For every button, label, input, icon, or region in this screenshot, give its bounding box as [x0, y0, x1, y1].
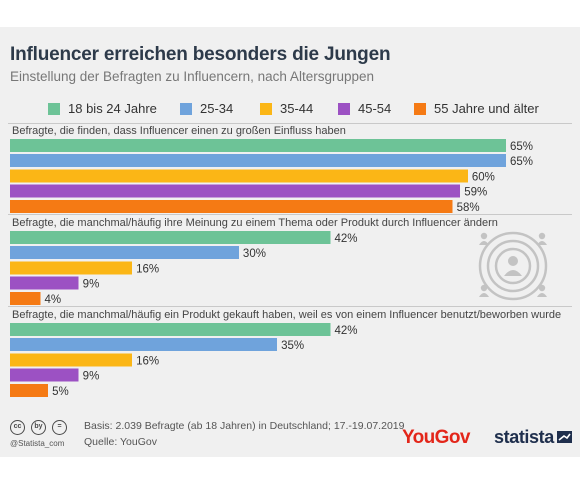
statista-logo: statista	[494, 427, 554, 447]
cc-icon: cc	[10, 420, 25, 435]
bar	[10, 338, 278, 352]
bar-value-label: 16%	[136, 263, 159, 275]
legend-label: 45-54	[358, 101, 392, 116]
bar	[10, 246, 239, 260]
bar-value-label: 42%	[334, 325, 357, 337]
group-label-2: Befragte, die manchmal/häufig ihre Meinu…	[12, 217, 498, 229]
legend-item-35-44: 35-44	[260, 101, 313, 116]
legend-label: 35-44	[280, 101, 314, 116]
bar	[10, 368, 79, 382]
bar	[10, 261, 133, 275]
bar-value-label: 35%	[281, 340, 304, 352]
cc-nd-icon: =	[52, 420, 67, 435]
group-separator	[8, 123, 572, 124]
footer-source: Quelle: YouGov	[84, 436, 157, 448]
chart-title: Influencer erreichen besonders die Junge…	[10, 44, 391, 65]
yougov-logo: YouGov	[402, 427, 470, 448]
bar-value-label: 9%	[83, 371, 100, 383]
bar-value-label: 65%	[510, 141, 533, 153]
legend-swatch	[260, 102, 272, 115]
bar-value-label: 42%	[334, 233, 357, 245]
chart-subtitle: Einstellung der Befragten zu Influencern…	[10, 69, 374, 84]
group-label-3: Befragte, die manchmal/häufig ein Produk…	[12, 309, 562, 321]
cc-by-icon: by	[31, 420, 46, 435]
legend-swatch	[414, 102, 426, 115]
legend-item-55-plus: 55 Jahre und älter	[414, 101, 539, 116]
bar	[10, 353, 133, 367]
legend-item-18-24: 18 bis 24 Jahre	[48, 101, 157, 116]
legend-label: 55 Jahre und älter	[434, 101, 539, 116]
group-separator	[8, 214, 572, 215]
bar	[10, 231, 331, 244]
legend-swatch	[48, 102, 60, 115]
legend: 18 bis 24 Jahre 25-34 35-44 45-54 55 Jah…	[0, 101, 580, 117]
influencer-audience-icon	[478, 231, 548, 301]
legend-swatch	[338, 102, 350, 115]
bar	[10, 323, 331, 336]
bar	[10, 199, 453, 213]
bar	[10, 276, 79, 290]
statista-mark-icon	[557, 431, 572, 443]
group-label-1: Befragte, die finden, dass Influencer ei…	[12, 125, 346, 137]
bar	[10, 139, 506, 152]
legend-swatch	[180, 102, 192, 115]
bar	[10, 184, 461, 198]
bar-value-label: 5%	[52, 386, 69, 398]
legend-label: 18 bis 24 Jahre	[68, 101, 157, 116]
bar-value-label: 58%	[457, 202, 480, 214]
footer-basis: Basis: 2.039 Befragte (ab 18 Jahren) in …	[84, 420, 405, 432]
bar-value-label: 16%	[136, 355, 159, 367]
bar-value-label: 30%	[243, 248, 266, 260]
bar	[10, 169, 468, 183]
legend-label: 25-34	[200, 101, 234, 116]
bar-value-label: 65%	[510, 156, 533, 168]
statista-handle: @Statista_com	[10, 439, 65, 448]
bar	[10, 291, 41, 305]
bar	[10, 154, 506, 168]
bar-value-label: 59%	[464, 187, 487, 199]
bar-value-label: 9%	[83, 279, 100, 291]
bar-value-label: 4%	[45, 294, 62, 306]
bar	[10, 383, 49, 397]
bar-value-label: 60%	[472, 171, 495, 183]
legend-item-25-34: 25-34	[180, 101, 233, 116]
group-separator	[8, 306, 572, 307]
legend-item-45-54: 45-54	[338, 101, 391, 116]
